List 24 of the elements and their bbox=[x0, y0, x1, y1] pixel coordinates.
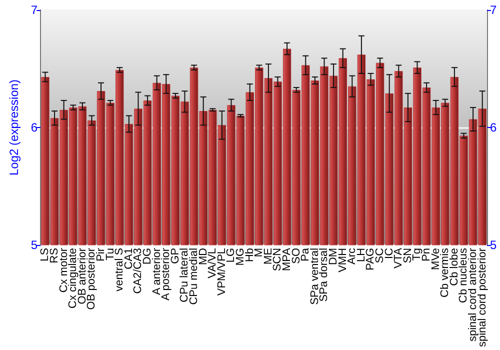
x-tick-label: SCN bbox=[272, 248, 284, 272]
x-tick-label: Hb bbox=[244, 248, 256, 262]
y-tick-label: 7 bbox=[30, 3, 38, 17]
y-axis-title: Log2 (expression) bbox=[7, 79, 21, 176]
y2-tick-label: 6 bbox=[490, 120, 497, 134]
x-tick-label: Pir bbox=[95, 248, 108, 262]
y-tick-label: 5 bbox=[30, 238, 38, 252]
x-tick-label: M bbox=[253, 248, 266, 258]
y-tick-label: 6 bbox=[30, 120, 38, 134]
x-tick-label: OB anterior bbox=[76, 248, 88, 304]
x-tick-label: SO bbox=[290, 248, 302, 264]
x-tick-label: Tg bbox=[411, 248, 424, 261]
x-tick-label: SPa dorsal bbox=[318, 248, 330, 302]
x-tick-label: OB posterior bbox=[86, 248, 98, 310]
x-tick-label: Arc bbox=[346, 247, 358, 264]
y2-tick-label: 7 bbox=[490, 3, 497, 17]
x-tick-label: IC bbox=[383, 248, 396, 259]
x-tick-label: RS bbox=[48, 248, 61, 264]
x-tick-label: CPu medial bbox=[188, 248, 200, 305]
y2-tick-label: 5 bbox=[490, 238, 497, 252]
x-tick-label: Pa bbox=[300, 247, 312, 262]
x-tick-label: Cb nucleus bbox=[458, 247, 470, 303]
x-tick-label: Cb lobe bbox=[448, 248, 460, 286]
x-tick-label: SN bbox=[402, 248, 414, 264]
